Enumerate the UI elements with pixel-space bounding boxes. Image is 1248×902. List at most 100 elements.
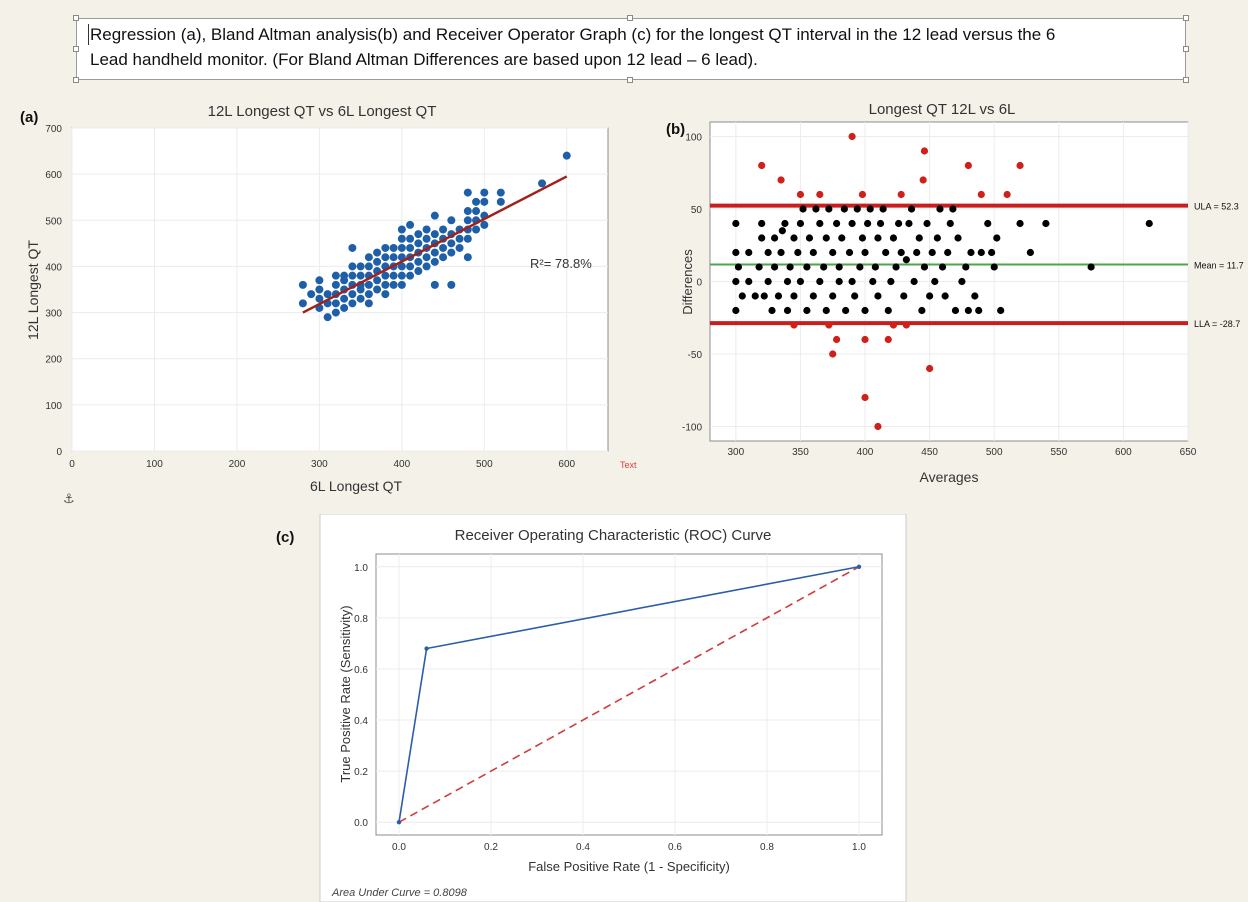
grid-b xyxy=(710,122,1189,441)
scatter-point xyxy=(439,225,448,234)
within-limit-point xyxy=(889,234,898,242)
anchor-icon[interactable]: ⚓ xyxy=(63,491,75,506)
scatter-point xyxy=(406,262,415,271)
outside-limit-point xyxy=(874,422,882,431)
x-tick-label: 0.4 xyxy=(576,842,590,853)
resize-handle-bottom-left[interactable] xyxy=(73,77,79,83)
x-tick-label: 400 xyxy=(394,459,411,470)
y-tick-label: -50 xyxy=(688,350,703,361)
chance-diagonal-line xyxy=(398,566,860,823)
x-tick-label: 300 xyxy=(727,447,744,458)
within-limit-point xyxy=(923,219,931,228)
scatter-point xyxy=(472,225,481,234)
scatter-point xyxy=(447,239,456,248)
x-axis-label-a: 6L Longest QT xyxy=(310,478,403,494)
within-limit-point xyxy=(738,292,746,300)
within-limit-point xyxy=(822,306,830,315)
outside-limit-point xyxy=(829,350,837,358)
within-limit-point xyxy=(864,219,872,228)
x-tick-label: 500 xyxy=(476,459,493,470)
within-limit-point xyxy=(971,292,979,300)
outside-limit-point xyxy=(902,321,910,329)
outside-limit-point xyxy=(758,161,766,170)
scatter-point xyxy=(364,253,373,262)
x-tick-label: 550 xyxy=(1050,447,1067,458)
scatter-point xyxy=(430,211,439,220)
within-limit-point xyxy=(732,277,740,286)
y-axis-label-b: Differences xyxy=(680,249,695,315)
chart-title-c: Receiver Operating Characteristic (ROC) … xyxy=(455,527,772,544)
within-limit-point xyxy=(816,277,824,286)
outside-limit-point xyxy=(919,176,927,184)
scatter-point xyxy=(298,299,307,308)
y-tick-label: 500 xyxy=(45,216,62,227)
within-limit-point xyxy=(897,248,905,257)
resize-handle-top[interactable] xyxy=(627,15,633,21)
resize-handle-top-left[interactable] xyxy=(73,15,79,21)
scatter-point xyxy=(307,290,316,299)
outside-limit-point xyxy=(1016,161,1024,170)
scatter-point xyxy=(331,308,340,317)
within-limit-point xyxy=(1087,263,1095,271)
within-limit-point xyxy=(845,248,854,257)
within-limit-point xyxy=(900,292,908,300)
within-limit-point xyxy=(790,292,798,300)
within-limit-point xyxy=(820,263,828,271)
scatter-point xyxy=(348,262,357,271)
resize-handle-bottom-right[interactable] xyxy=(1183,77,1189,83)
within-limit-point xyxy=(997,306,1005,315)
data-points-b xyxy=(732,132,1153,431)
within-limit-point xyxy=(842,306,850,315)
y-tick-label: 0.0 xyxy=(354,818,368,829)
outside-limit-point xyxy=(833,335,841,344)
outside-limit-point xyxy=(796,190,805,199)
y-tick-label: 700 xyxy=(45,124,62,135)
y-tick-label: 0.2 xyxy=(354,767,368,778)
x-tick-label: 200 xyxy=(229,459,246,470)
within-limit-point xyxy=(745,277,753,286)
resize-handle-top-right[interactable] xyxy=(1183,15,1189,21)
within-limit-point xyxy=(884,306,892,315)
within-limit-point xyxy=(967,248,975,257)
x-tick-label: 0.6 xyxy=(668,842,682,853)
x-tick-label: 450 xyxy=(921,447,938,458)
figure-caption[interactable]: Regression (a), Bland Altman analysis(b)… xyxy=(90,22,1180,72)
resize-handle-right[interactable] xyxy=(1183,46,1189,52)
caption-box[interactable] xyxy=(73,15,1189,83)
within-limit-point xyxy=(874,234,882,242)
scatter-point xyxy=(414,230,423,239)
scatter-point xyxy=(430,248,439,257)
within-limit-point xyxy=(732,248,740,257)
scatter-point xyxy=(447,280,456,289)
within-limit-point xyxy=(931,277,939,286)
outside-limit-point xyxy=(897,190,905,199)
within-limit-point xyxy=(848,277,856,286)
within-limit-point xyxy=(915,234,923,242)
within-limit-point xyxy=(913,248,921,257)
y-tick-label: 0.6 xyxy=(354,665,368,676)
resize-handle-bottom[interactable] xyxy=(627,77,633,83)
within-limit-point xyxy=(829,292,837,300)
within-limit-point xyxy=(941,292,949,300)
scatter-point xyxy=(356,262,365,271)
scatter-point xyxy=(480,197,489,206)
scatter-point xyxy=(397,271,406,280)
scatter-point xyxy=(315,276,324,285)
within-limit-point xyxy=(838,234,846,242)
chart-title-a: 12L Longest QT vs 6L Longest QT xyxy=(208,103,437,120)
x-axis-label-c: False Positive Rate (1 - Specificity) xyxy=(528,859,730,874)
roc-chart: (c) Receiver Operating Characteristic (R… xyxy=(276,514,907,902)
outside-limit-point xyxy=(848,132,856,141)
within-limit-point xyxy=(781,219,789,228)
tick-labels-c: 0.0 0.2 0.4 0.6 0.8 1.0 0.0 0.2 0.4 0.6 0.8 1.0 xyxy=(354,563,866,853)
within-limit-point xyxy=(764,277,772,286)
outside-limit-point xyxy=(825,321,833,329)
data-points-a xyxy=(298,151,571,322)
within-limit-point xyxy=(918,306,926,315)
resize-handle-left[interactable] xyxy=(73,46,79,52)
chart-title-b: Longest QT 12L vs 6L xyxy=(869,101,1016,118)
scatter-point xyxy=(364,299,373,308)
reference-line-label: Mean = 11.7 xyxy=(1194,261,1244,271)
y-tick-label: 0 xyxy=(696,278,702,289)
y-axis-label-a: 12L Longest QT xyxy=(25,240,41,340)
